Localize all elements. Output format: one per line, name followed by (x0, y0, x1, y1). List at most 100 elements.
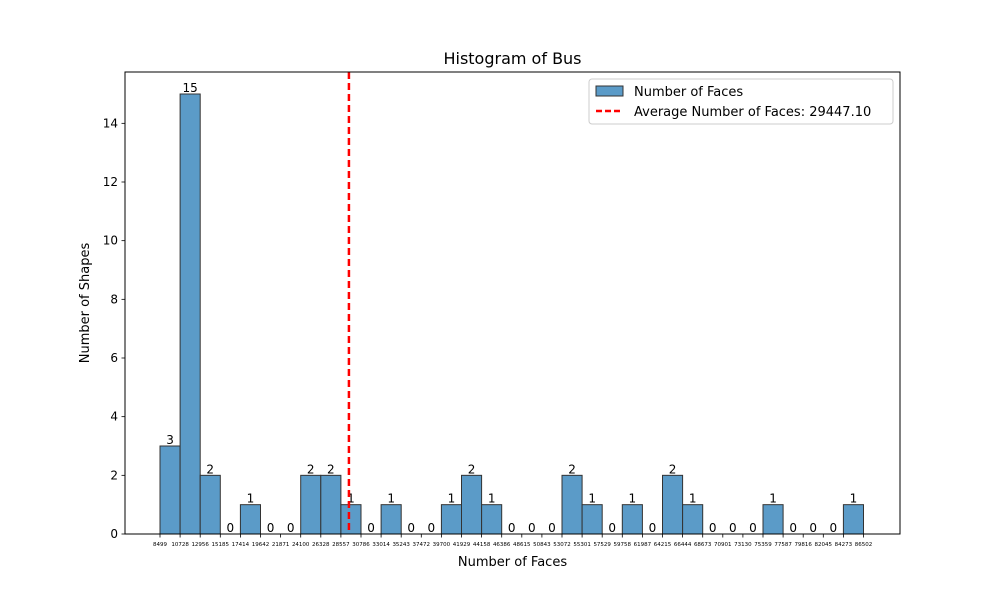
y-tick-label: 14 (103, 116, 118, 130)
y-tick-label: 2 (110, 468, 118, 482)
histogram-bar (199, 474, 221, 535)
x-tick-label: 35243 (392, 542, 410, 548)
bar-count-label: 0 (267, 521, 275, 535)
bar-count-label: 0 (709, 521, 717, 535)
bar-count-label: 0 (367, 521, 375, 535)
y-tick-label: 12 (103, 175, 118, 189)
bar-count-label: 0 (729, 521, 737, 535)
x-tick-label: 41929 (453, 542, 471, 548)
x-tick-label: 12956 (191, 542, 209, 548)
histogram-bar (581, 504, 603, 535)
y-tick-label: 0 (110, 527, 118, 541)
y-tick-label: 8 (110, 292, 118, 306)
x-tick-label: 8499 (153, 542, 167, 548)
histogram-bar (340, 504, 362, 535)
x-tick-label: 70901 (714, 542, 732, 548)
bar-count-label: 1 (387, 492, 395, 506)
x-tick-label: 15185 (212, 542, 230, 548)
x-tick-label: 26328 (312, 542, 330, 548)
x-tick-label: 19642 (252, 542, 270, 548)
x-tick-label: 61987 (634, 542, 652, 548)
histogram-bar (461, 474, 483, 535)
histogram-bar (561, 474, 583, 535)
x-ticks-layer: 8499 10728 12956 15185 17414 19642 21871 24100 2… (153, 534, 872, 548)
bar-count-label: 3 (166, 433, 174, 447)
bar-count-label: 0 (789, 521, 797, 535)
x-tick-label: 57529 (593, 542, 611, 548)
legend: Number of Faces Average Number of Faces:… (588, 78, 894, 125)
bar-count-label: 1 (448, 492, 456, 506)
x-tick-label: 77587 (774, 542, 792, 548)
x-tick-label: 24100 (292, 542, 310, 548)
bar-count-label: 15 (183, 81, 198, 95)
histogram-bar (481, 504, 503, 535)
x-tick-label: 10728 (171, 542, 189, 548)
bar-count-label: 0 (830, 521, 838, 535)
y-tick-label: 6 (110, 351, 118, 365)
histogram-bar (380, 504, 402, 535)
x-tick-label: 21871 (272, 542, 290, 548)
x-tick-label: 50843 (533, 542, 551, 548)
bar-count-label: 0 (749, 521, 757, 535)
bar-count-label: 0 (649, 521, 657, 535)
bar-count-label: 0 (608, 521, 616, 535)
y-ticks-layer: 0 2 4 6 8 10 12 14 (103, 116, 125, 541)
x-tick-label: 33014 (372, 542, 390, 548)
bar-count-label: 0 (227, 521, 235, 535)
x-tick-label: 82045 (815, 542, 833, 548)
x-tick-label: 66444 (674, 542, 692, 548)
bar-count-label: 2 (327, 462, 335, 476)
x-tick-label: 68673 (694, 542, 712, 548)
y-axis-label: Number of Shapes (78, 243, 93, 364)
histogram-bar (179, 93, 201, 535)
x-tick-label: 86502 (855, 542, 873, 548)
histogram-bar (159, 445, 181, 535)
y-tick-label: 4 (110, 410, 118, 424)
histogram-bar (300, 474, 322, 535)
bar-count-label: 0 (528, 521, 536, 535)
bar-count-label: 1 (488, 492, 496, 506)
legend-label-mean: Average Number of Faces: 29447.10 (634, 105, 871, 120)
bar-count-label: 0 (428, 521, 436, 535)
legend-box (588, 78, 894, 125)
bar-count-label: 1 (629, 492, 637, 506)
bars-layer (159, 93, 865, 535)
bar-count-label: 1 (850, 492, 858, 506)
bar-count-label: 1 (689, 492, 697, 506)
bar-count-label: 2 (568, 462, 576, 476)
x-tick-label: 44158 (473, 542, 491, 548)
x-tick-label: 28557 (332, 542, 350, 548)
bar-count-label: 2 (307, 462, 315, 476)
bar-count-label: 1 (247, 492, 255, 506)
chart-title: Histogram of Bus (443, 49, 581, 68)
x-tick-label: 75359 (754, 542, 772, 548)
bar-count-label: 1 (588, 492, 596, 506)
x-tick-label: 17414 (232, 542, 250, 548)
x-tick-label: 37472 (413, 542, 431, 548)
bar-count-label: 0 (287, 521, 295, 535)
x-tick-label: 73130 (734, 542, 752, 548)
histogram-bar (621, 504, 643, 535)
histogram-bar (239, 504, 261, 535)
bar-count-label: 0 (508, 521, 516, 535)
histogram-bar (662, 474, 684, 535)
x-tick-label: 53072 (553, 542, 571, 548)
legend-bar-swatch (595, 85, 624, 97)
bar-count-label: 1 (769, 492, 777, 506)
histogram-bar (320, 474, 342, 535)
bar-count-label: 2 (669, 462, 677, 476)
legend-label-bars: Number of Faces (634, 85, 743, 100)
x-tick-label: 64215 (654, 542, 672, 548)
x-axis-label: Number of Faces (458, 555, 567, 570)
y-tick-label: 10 (103, 234, 118, 248)
x-tick-label: 84273 (835, 542, 853, 548)
x-tick-label: 46386 (493, 542, 511, 548)
x-tick-label: 79816 (794, 542, 812, 548)
bar-count-label: 2 (468, 462, 476, 476)
x-tick-label: 48615 (513, 542, 531, 548)
plot-frame (124, 71, 901, 535)
x-tick-label: 30786 (352, 542, 370, 548)
